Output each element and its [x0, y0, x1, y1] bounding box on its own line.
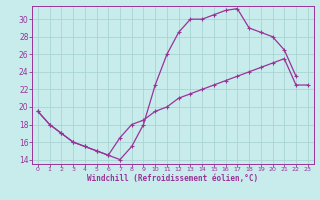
X-axis label: Windchill (Refroidissement éolien,°C): Windchill (Refroidissement éolien,°C) [87, 174, 258, 183]
